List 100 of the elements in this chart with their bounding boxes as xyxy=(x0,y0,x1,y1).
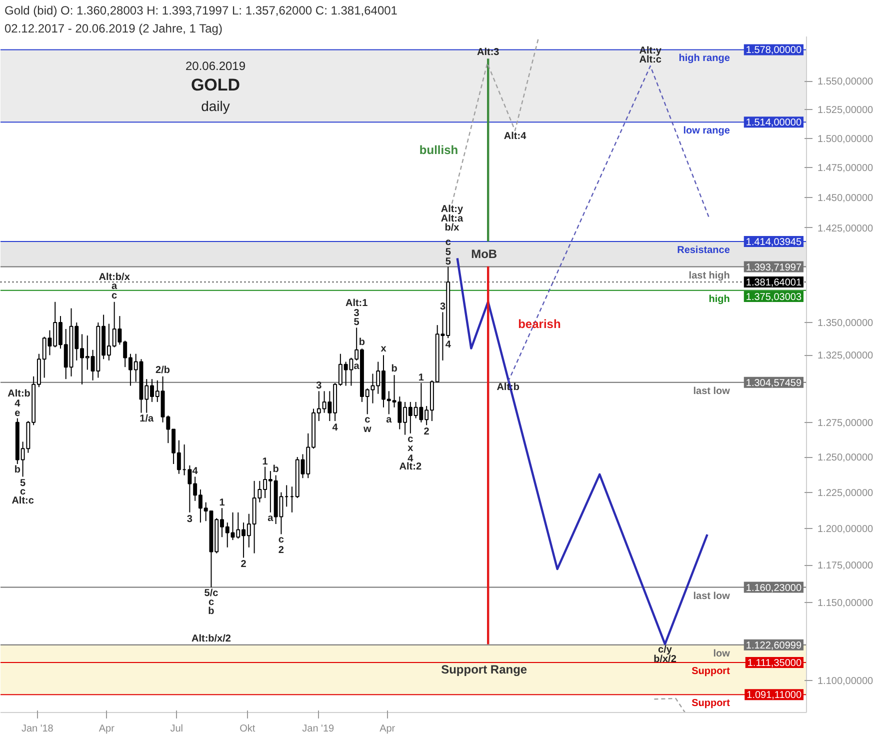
annotation: Alt:b/x/2 xyxy=(192,633,232,644)
ref-line-label: Resistance xyxy=(677,244,730,256)
annotation: b xyxy=(14,464,20,476)
line-series xyxy=(456,257,708,646)
ref-line-label: low range xyxy=(683,126,730,137)
annotation: GOLD xyxy=(190,75,240,94)
y-tick-label: 1.100,00000 xyxy=(818,676,874,687)
annotation: 1.578,00000 xyxy=(746,45,802,56)
annotation: 20.06.2019 xyxy=(185,59,246,74)
x-tick-label: Jul xyxy=(170,724,184,734)
annotation: 1/a xyxy=(140,413,154,424)
ref-line-label: last low xyxy=(693,386,730,397)
annotation: 2 xyxy=(424,426,430,438)
y-tick-label: 1.225,00000 xyxy=(818,488,874,499)
text: bullish xyxy=(419,143,458,158)
annotation: Alt:y xyxy=(440,204,464,216)
annotation: 4 xyxy=(332,422,338,434)
y-tick-label: 1.200,00000 xyxy=(818,524,874,535)
annotation: 1.414,03945 xyxy=(746,236,802,248)
annotation: 1.393,71997 xyxy=(746,262,802,274)
annotation: Alt:c xyxy=(12,496,34,507)
annotation: b/x xyxy=(444,222,460,234)
annotation: 1 xyxy=(418,372,424,384)
y-tick-label: 1.150,00000 xyxy=(818,598,874,610)
ref-line-label: high xyxy=(708,294,730,305)
chart-title: Gold (bid) O: 1.360,28003 H: 1.393,71997 L: 1.357,62000 C: 1.381,64001 xyxy=(4,4,398,18)
annotation: b xyxy=(358,337,366,348)
ref-line-label: last high xyxy=(688,270,730,282)
annotation: a xyxy=(354,360,360,372)
annotation: e xyxy=(14,408,21,419)
y-tick-label: 1.250,00000 xyxy=(818,452,874,464)
y-tick-label: 1.450,00000 xyxy=(818,193,874,204)
ref-line-label: low xyxy=(713,648,730,660)
annotation: 2/b xyxy=(156,364,170,376)
annotation: b xyxy=(391,364,398,375)
annotation: 2 xyxy=(278,544,284,556)
annotation: 1 xyxy=(262,456,268,468)
annotation: Alt:3 xyxy=(476,47,500,58)
annotation: Alt:b xyxy=(8,388,30,400)
annotation: 3 xyxy=(316,380,322,392)
x-tick-label: Okt xyxy=(240,724,256,734)
y-tick-label: 1.500,00000 xyxy=(818,134,874,145)
annotation: 5 xyxy=(445,247,452,258)
annotation: a xyxy=(386,414,392,426)
annotation: c xyxy=(112,290,118,302)
annotation: x xyxy=(408,443,414,454)
text: bearish xyxy=(518,317,561,332)
annotation: a xyxy=(112,281,118,292)
y-tick-label: 1.275,00000 xyxy=(818,418,874,429)
annotation: 1.304,57459 xyxy=(746,378,802,389)
chart-subtitle: 02.12.2017 - 20.06.2019 (2 Jahre, 1 Tag) xyxy=(4,22,222,36)
x-tick-label: Apr xyxy=(380,724,396,734)
annotation: 3 xyxy=(186,514,193,525)
ref-line-label: Support xyxy=(692,698,731,710)
annotation: 1.111,35000 xyxy=(747,658,802,669)
annotation: 4 xyxy=(445,340,452,351)
annotation: Alt:4 xyxy=(504,131,527,142)
annotation: 5 xyxy=(354,317,360,328)
annotation: Alt:1 xyxy=(345,298,368,309)
annotation: w xyxy=(362,424,372,435)
annotation: x xyxy=(380,344,387,355)
y-tick-label: 1.425,00000 xyxy=(818,223,874,234)
annotation: b xyxy=(208,606,214,618)
x-tick-label: Jan '18 xyxy=(21,724,54,734)
annotation: Alt:2 xyxy=(399,461,422,472)
ref-line-label: Support xyxy=(692,666,731,677)
annotation: Alt:a xyxy=(440,213,464,224)
annotation: 3 xyxy=(354,308,360,319)
annotation: 2 xyxy=(240,559,247,570)
annotation: 1.375,03003 xyxy=(746,292,802,303)
y-tick-label: 1.175,00000 xyxy=(818,560,874,572)
annotation: 3 xyxy=(440,302,446,313)
y-tick-label: 1.550,00000 xyxy=(818,76,874,88)
ref-line-label: last low xyxy=(693,590,730,602)
annotation: c/y xyxy=(658,644,672,656)
annotation: c xyxy=(278,534,284,546)
y-tick-label: 1.525,00000 xyxy=(818,104,874,116)
annotation: 1.122,60999 xyxy=(746,640,802,652)
band-label: Support Range xyxy=(441,662,528,677)
annotation: 5/c xyxy=(204,588,219,599)
annotation: 4 xyxy=(14,398,21,410)
annotation: Alt:b/x xyxy=(98,272,130,283)
annotation: 4 xyxy=(192,466,198,478)
y-tick-label: 1.325,00000 xyxy=(818,350,874,362)
annotation: 1 xyxy=(219,498,226,509)
annotation: 1.514,00000 xyxy=(746,118,802,129)
annotation: 5 xyxy=(445,256,452,268)
band-label: MoB xyxy=(471,247,498,262)
annotation: 1.160,23000 xyxy=(746,582,802,594)
x-tick-label: Apr xyxy=(98,724,116,734)
annotation: c xyxy=(364,414,371,426)
ref-line-label: high range xyxy=(678,53,730,64)
y-tick-label: 1.475,00000 xyxy=(818,163,874,174)
annotation: c xyxy=(208,596,214,608)
annotation: 1.381,64001 xyxy=(746,278,802,288)
annotation: 1.091,11000 xyxy=(746,690,802,702)
annotation: Alt:c xyxy=(639,54,662,66)
annotation: a xyxy=(268,512,274,524)
annotation: b xyxy=(272,464,279,475)
y-tick-label: 1.350,00000 xyxy=(818,318,874,329)
